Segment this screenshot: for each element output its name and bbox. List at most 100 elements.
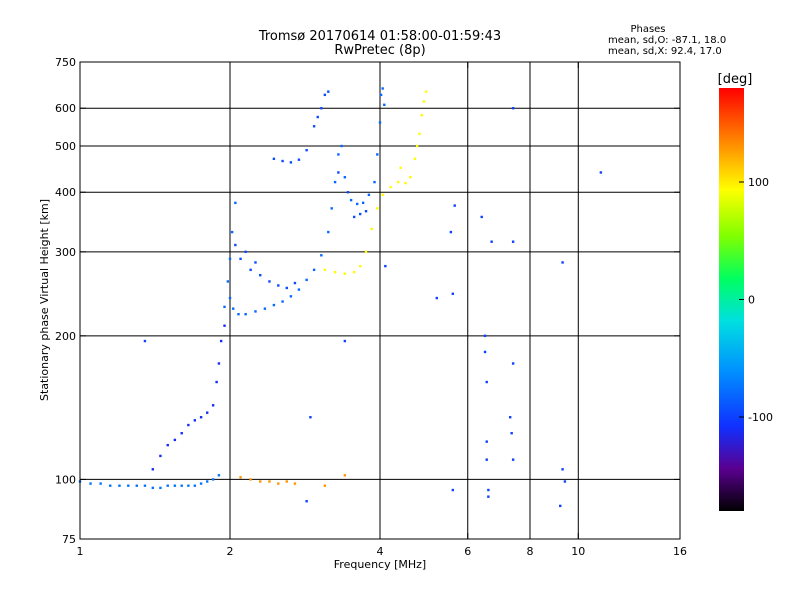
data-point <box>480 215 483 219</box>
data-point <box>211 478 215 481</box>
data-point <box>485 440 488 443</box>
phases-line-o: mean, sd,O: -87.1, 18.0 <box>608 35 726 46</box>
data-point <box>333 180 337 184</box>
data-point <box>358 264 362 268</box>
data-point <box>159 486 162 490</box>
data-point <box>424 90 428 93</box>
y-tick-label: 400 <box>55 186 76 199</box>
data-point <box>367 193 371 197</box>
data-point <box>234 243 237 247</box>
data-point <box>151 486 155 490</box>
x-tick-label: 1 <box>77 545 84 558</box>
data-point <box>352 215 356 219</box>
data-point <box>232 307 235 310</box>
data-point <box>180 431 183 435</box>
data-point <box>381 87 384 90</box>
data-point <box>483 350 487 354</box>
data-point <box>418 132 421 136</box>
data-point <box>268 480 271 483</box>
data-point <box>237 312 240 316</box>
data-point <box>223 305 226 309</box>
data-point <box>99 482 102 485</box>
data-point <box>217 474 221 477</box>
data-point <box>109 484 112 487</box>
data-point <box>285 286 288 290</box>
data-point <box>272 157 276 161</box>
y-tick-label: 600 <box>55 102 76 115</box>
phases-heading: Phases <box>630 24 665 35</box>
data-point <box>166 484 169 487</box>
data-point <box>449 230 453 234</box>
data-point <box>333 270 337 274</box>
data-point <box>312 268 316 272</box>
data-point <box>215 380 218 384</box>
data-point <box>378 121 382 124</box>
data-point <box>297 288 301 291</box>
data-point <box>508 416 512 419</box>
y-tick-label: 100 <box>55 473 76 486</box>
axis-ticks-layer: 1 2 4 6 8 10 16 75 100 200 300 400 500 600 750 <box>55 56 687 558</box>
data-point <box>289 161 293 164</box>
data-point <box>384 264 387 268</box>
data-point <box>297 158 301 161</box>
x-tick-label: 10 <box>571 545 585 558</box>
colorbar-tick-label: 0 <box>748 294 755 307</box>
data-point <box>219 339 223 343</box>
data-point <box>361 201 365 205</box>
data-point <box>199 416 203 419</box>
data-point <box>217 362 221 365</box>
data-point <box>305 148 308 152</box>
data-point <box>187 423 190 427</box>
data-point <box>561 261 564 264</box>
data-point <box>289 295 293 298</box>
data-point <box>511 107 515 110</box>
data-point <box>349 198 353 202</box>
data-point <box>379 93 383 97</box>
data-point <box>376 207 379 210</box>
data-point <box>268 280 271 283</box>
data-point <box>159 454 162 458</box>
data-point <box>228 257 232 261</box>
data-point <box>561 468 564 471</box>
data-point <box>305 278 308 282</box>
data-point <box>343 176 347 179</box>
y-tick-label: 500 <box>55 140 76 153</box>
data-point <box>323 484 327 487</box>
data-point <box>193 484 197 487</box>
data-point <box>281 159 284 163</box>
data-point <box>316 115 319 119</box>
data-point <box>422 100 426 103</box>
data-point <box>254 310 257 313</box>
chart-title: Tromsø 20170614 01:58:00-01:59:43 <box>258 29 501 44</box>
data-points-layer <box>78 87 603 508</box>
data-point <box>205 411 209 414</box>
data-point <box>330 207 333 210</box>
data-point <box>352 270 356 274</box>
y-axis-label: Stationary phase Virtual Height [km] <box>38 199 51 401</box>
y-tick-label: 300 <box>55 246 76 259</box>
x-axis-label: Frequency [MHz] <box>334 558 426 571</box>
data-point <box>323 93 327 97</box>
data-point <box>451 488 455 492</box>
data-point <box>483 334 487 338</box>
x-tick-label: 6 <box>464 545 471 558</box>
data-point <box>559 504 562 508</box>
chart-subtitle: RwPretec (8p) <box>334 43 425 58</box>
data-point <box>223 324 226 327</box>
data-point <box>320 254 323 257</box>
data-point <box>323 268 327 272</box>
data-point <box>420 114 423 117</box>
data-point <box>254 261 257 264</box>
data-point <box>293 482 297 485</box>
x-tick-label: 4 <box>377 545 384 558</box>
data-point <box>230 230 234 234</box>
data-point <box>389 185 392 189</box>
x-tick-label: 8 <box>527 545 534 558</box>
data-point <box>404 181 407 185</box>
data-point <box>263 307 267 310</box>
data-point <box>89 482 92 485</box>
data-point <box>364 209 368 213</box>
data-point <box>127 484 130 487</box>
data-point <box>343 339 347 343</box>
